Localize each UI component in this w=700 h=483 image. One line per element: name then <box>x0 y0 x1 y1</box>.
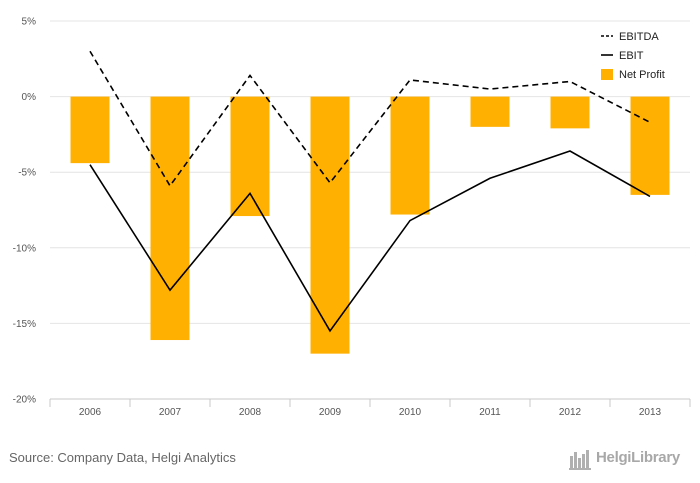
grid-lines <box>50 20 690 400</box>
legend-label: EBITDA <box>619 31 659 43</box>
x-tick-label: 2010 <box>399 407 422 418</box>
legend-label: EBIT <box>619 50 644 62</box>
x-tick-label: 2012 <box>559 407 582 418</box>
net-profit-bars <box>70 96 670 354</box>
net-profit-bar <box>310 96 350 354</box>
helgi-library-logo: HelgiLibrary <box>568 448 694 470</box>
net-profit-bar <box>390 96 430 215</box>
logo-text: HelgiLibrary <box>596 449 680 466</box>
net-profit-bar <box>230 96 270 217</box>
net-profit-bar <box>630 96 670 195</box>
y-tick-label: 5% <box>22 17 37 28</box>
x-tick-label: 2007 <box>159 407 182 418</box>
x-tick-label: 2009 <box>319 407 342 418</box>
net-profit-bar <box>150 96 190 341</box>
legend-label: Net Profit <box>619 69 665 81</box>
y-tick-label: -10% <box>13 243 36 254</box>
y-tick-label: -15% <box>13 319 36 330</box>
y-tick-label: -20% <box>13 395 36 406</box>
legend-swatch <box>601 69 613 80</box>
x-tick-label: 2011 <box>479 407 501 418</box>
source-note: Source: Company Data, Helgi Analytics <box>9 450 236 465</box>
library-books-icon <box>569 450 591 470</box>
y-tick-label: -5% <box>18 168 36 179</box>
x-tick-label: 2013 <box>639 407 662 418</box>
ebit-line <box>89 150 651 333</box>
ebitda-line <box>89 50 651 188</box>
net-profit-bar <box>70 96 110 164</box>
axes: 5% 0% -5% -10% -15% -20% 2006 2007 2008 2009 2010 2… <box>13 17 691 418</box>
y-tick-label: 0% <box>22 92 37 103</box>
x-tick-label: 2006 <box>79 407 102 418</box>
line-series <box>89 50 651 333</box>
net-profit-bar <box>550 96 590 129</box>
net-profit-bar <box>470 96 510 127</box>
x-tick-label: 2008 <box>239 407 262 418</box>
legend: EBITDA EBIT Net Profit <box>601 31 665 81</box>
